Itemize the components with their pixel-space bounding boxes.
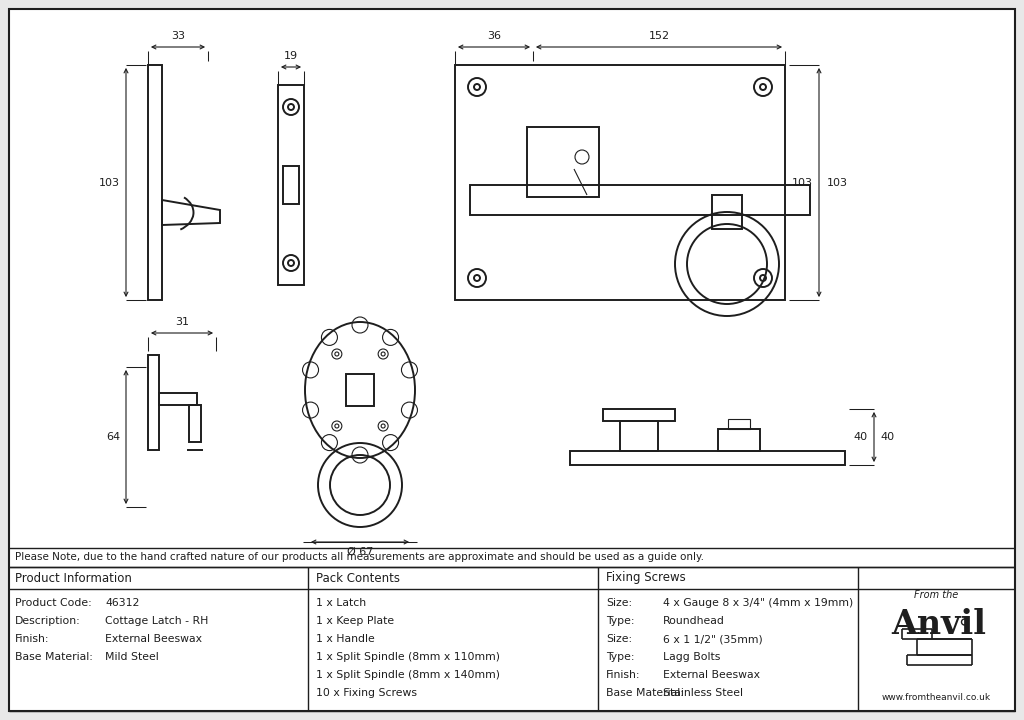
Text: Lagg Bolts: Lagg Bolts [663, 652, 720, 662]
Text: Size:: Size: [606, 598, 632, 608]
Text: 103: 103 [99, 178, 120, 187]
Bar [189, 405, 201, 442]
Text: Mild Steel: Mild Steel [105, 652, 159, 662]
Text: Fixing Screws: Fixing Screws [606, 572, 686, 585]
Text: 1 x Keep Plate: 1 x Keep Plate [316, 616, 394, 626]
Text: 6 x 1 1/2" (35mm): 6 x 1 1/2" (35mm) [663, 634, 763, 644]
Text: 33: 33 [171, 31, 185, 41]
Bar [620, 421, 658, 451]
Text: Type:: Type: [606, 652, 635, 662]
Bar [470, 185, 810, 215]
Text: 1 x Latch: 1 x Latch [316, 598, 367, 608]
Text: Product Code:: Product Code: [15, 598, 92, 608]
Text: 1 x Split Spindle (8mm x 140mm): 1 x Split Spindle (8mm x 140mm) [316, 670, 500, 680]
Bar [148, 65, 162, 300]
Bar [728, 419, 750, 429]
Text: Base Material:: Base Material: [606, 688, 684, 698]
Text: 36: 36 [487, 31, 501, 41]
Bar [570, 451, 845, 465]
Text: Cottage Latch - RH: Cottage Latch - RH [105, 616, 208, 626]
Text: Pack Contents: Pack Contents [316, 572, 400, 585]
Bar [346, 374, 374, 406]
Bar [527, 127, 599, 197]
Text: External Beeswax: External Beeswax [105, 634, 202, 644]
Text: 19: 19 [284, 51, 298, 61]
Text: Type:: Type: [606, 616, 635, 626]
Bar [455, 65, 785, 300]
Bar [718, 429, 760, 451]
Text: Product Information: Product Information [15, 572, 132, 585]
Text: 103: 103 [792, 178, 813, 187]
Text: www.fromtheanvil.co.uk: www.fromtheanvil.co.uk [882, 693, 991, 701]
Text: From the: From the [914, 590, 958, 600]
Text: Anvil: Anvil [891, 608, 986, 642]
Text: Base Material:: Base Material: [15, 652, 93, 662]
Text: Finish:: Finish: [15, 634, 49, 644]
Text: Stainless Steel: Stainless Steel [663, 688, 743, 698]
Text: 103: 103 [827, 178, 848, 187]
Text: External Beeswax: External Beeswax [663, 670, 760, 680]
Text: 64: 64 [105, 432, 120, 442]
Text: 46312: 46312 [105, 598, 139, 608]
Bar [603, 409, 675, 421]
Text: 10 x Fixing Screws: 10 x Fixing Screws [316, 688, 417, 698]
Bar [148, 355, 159, 450]
Text: 1 x Handle: 1 x Handle [316, 634, 375, 644]
Text: 1 x Split Spindle (8mm x 110mm): 1 x Split Spindle (8mm x 110mm) [316, 652, 500, 662]
Text: Ø 67: Ø 67 [347, 547, 373, 557]
Bar [278, 85, 304, 285]
Text: Description:: Description: [15, 616, 81, 626]
Text: Please Note, due to the hand crafted nature of our products all measurements are: Please Note, due to the hand crafted nat… [15, 552, 705, 562]
Text: 31: 31 [175, 317, 189, 327]
Bar [283, 166, 299, 204]
Text: 40: 40 [854, 432, 868, 442]
Text: 40: 40 [880, 432, 894, 442]
Text: Roundhead: Roundhead [663, 616, 725, 626]
Text: 152: 152 [648, 31, 670, 41]
Bar [712, 195, 742, 229]
Text: Finish:: Finish: [606, 670, 640, 680]
Text: Size:: Size: [606, 634, 632, 644]
Text: 4 x Gauge 8 x 3/4" (4mm x 19mm): 4 x Gauge 8 x 3/4" (4mm x 19mm) [663, 598, 853, 608]
Bar [159, 393, 197, 405]
